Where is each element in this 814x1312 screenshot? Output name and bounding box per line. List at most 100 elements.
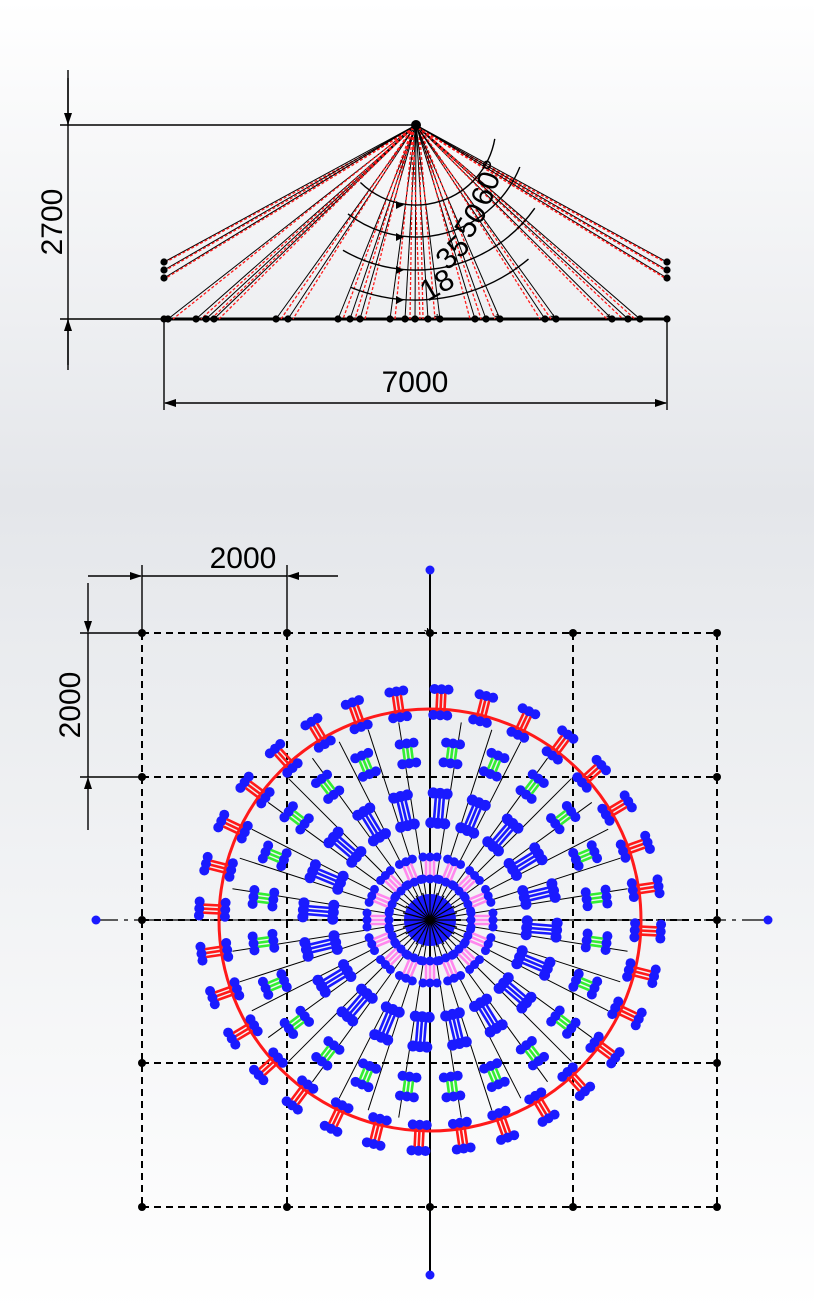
outer-unit xyxy=(615,830,655,863)
unit-bar xyxy=(465,938,488,950)
hub-spoke xyxy=(422,892,431,921)
base-node xyxy=(411,315,419,323)
unit-bar xyxy=(383,1010,398,1040)
hub-spoke xyxy=(409,899,431,921)
unit-node xyxy=(479,799,491,811)
green-unit xyxy=(568,968,603,1000)
grid-node xyxy=(713,629,721,637)
unit-node xyxy=(550,931,562,943)
unit-node xyxy=(432,852,442,862)
pink-unit xyxy=(362,908,394,932)
outer-unit xyxy=(361,1112,392,1151)
cable-black xyxy=(415,124,441,320)
unit-bar xyxy=(514,856,542,874)
unit-node xyxy=(328,899,340,911)
unit-node xyxy=(194,896,205,907)
unit-bar xyxy=(333,1106,347,1132)
unit-bar xyxy=(633,888,660,896)
unit-node xyxy=(452,759,463,770)
pink-unit xyxy=(418,852,442,884)
base-node xyxy=(210,315,218,323)
radial-structure: * xyxy=(193,625,667,1157)
blue-unit xyxy=(440,1007,472,1051)
unit-node xyxy=(546,1016,557,1027)
green-unit xyxy=(580,928,613,956)
unit-node xyxy=(336,1006,348,1018)
angle-arrow xyxy=(396,266,404,274)
unit-node xyxy=(622,971,633,982)
green-unit xyxy=(546,1005,581,1039)
unit-node xyxy=(655,933,666,944)
unit-node xyxy=(516,1002,528,1014)
cable-black xyxy=(415,124,429,320)
unit-node xyxy=(268,1047,279,1058)
unit-node xyxy=(443,684,454,695)
green-unit xyxy=(438,1070,466,1103)
unit-node xyxy=(402,711,413,722)
unit-node xyxy=(488,692,499,703)
dashed-grid xyxy=(138,629,721,1211)
base-node xyxy=(541,315,549,323)
unit-bar xyxy=(414,1016,420,1047)
hub-spoke xyxy=(429,899,451,921)
unit-bar xyxy=(632,881,659,888)
unit-node xyxy=(447,1118,458,1129)
unit-bar xyxy=(318,966,346,984)
outer-unit xyxy=(622,958,661,989)
unit-node xyxy=(499,753,510,764)
unit-node xyxy=(364,933,374,943)
green-unit xyxy=(279,801,314,835)
hub-spoke xyxy=(429,895,445,921)
unit-node xyxy=(493,982,505,994)
pink-unit xyxy=(364,884,400,916)
unit-bar xyxy=(623,844,650,857)
star-node: * xyxy=(606,312,612,329)
base-node xyxy=(471,315,479,323)
side-node xyxy=(160,274,168,282)
unit-node xyxy=(581,782,592,793)
unit-bar xyxy=(354,700,367,727)
hub-spoke xyxy=(429,892,438,921)
unit-bar xyxy=(347,703,359,729)
unit-bar xyxy=(607,803,631,820)
unit-node xyxy=(303,813,314,824)
hub-spoke xyxy=(429,919,458,928)
base-node xyxy=(401,315,409,323)
unit-node xyxy=(275,739,286,750)
cable-red xyxy=(218,126,414,320)
cable-black xyxy=(163,124,417,271)
blue-unit xyxy=(297,897,340,925)
unit-node xyxy=(549,891,561,903)
cable-red xyxy=(409,126,414,320)
base-node xyxy=(624,315,632,323)
unit-node xyxy=(524,1094,535,1105)
unit-bar xyxy=(366,808,384,836)
green-unit xyxy=(350,1058,382,1093)
green-unit xyxy=(311,1036,345,1071)
unit-node xyxy=(370,766,381,777)
cable-black xyxy=(414,124,417,320)
cable-black xyxy=(415,124,501,320)
angle-arcs xyxy=(342,138,536,304)
unit-node xyxy=(202,851,213,862)
base-node xyxy=(334,315,342,323)
cable-red xyxy=(364,126,414,320)
green-unit xyxy=(479,1058,510,1093)
unit-node xyxy=(432,978,442,988)
star-node: * xyxy=(550,312,556,329)
side-node xyxy=(663,266,671,274)
base-node xyxy=(386,315,394,323)
unit-bar xyxy=(287,1081,306,1104)
unit-node xyxy=(600,765,611,776)
unit-bar xyxy=(569,1068,589,1090)
grid-node xyxy=(713,1203,721,1211)
unit-node xyxy=(586,989,597,1000)
grid-dimension-vertical: 2000 xyxy=(54,583,140,830)
unit-bar xyxy=(222,816,248,830)
blue-unit xyxy=(323,826,367,868)
unit-node xyxy=(562,1028,573,1039)
unit-node xyxy=(479,1063,490,1074)
cable-black xyxy=(213,124,417,320)
unit-node xyxy=(425,978,435,988)
unit-node xyxy=(519,732,530,743)
